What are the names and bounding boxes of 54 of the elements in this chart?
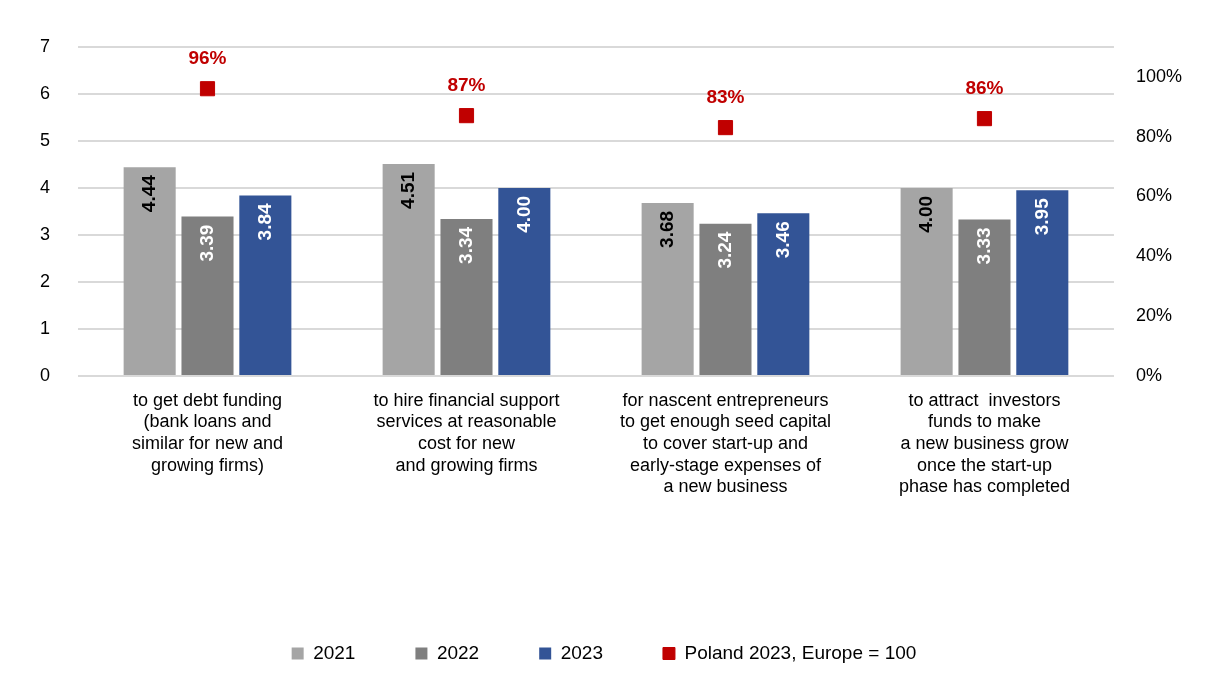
- bar: [498, 187, 551, 375]
- data-label: 4.00: [914, 195, 936, 233]
- y2-tick-label: 60%: [1135, 185, 1172, 206]
- bar: [123, 167, 176, 375]
- bar: [958, 219, 1011, 375]
- y2-tick-label: 40%: [1135, 245, 1172, 266]
- data-label: 96%: [188, 47, 227, 69]
- data-label: 3.68: [655, 210, 677, 248]
- bar: [641, 202, 694, 375]
- y-tick-label: 4: [40, 176, 51, 197]
- data-label: 83%: [706, 86, 745, 108]
- y-tick-label: 3: [40, 223, 51, 244]
- x-tick-label: to attract investors funds to make a new business grow once the start-up phase has completed: [898, 389, 1071, 497]
- y-tick-label: 5: [40, 129, 51, 150]
- data-label: 3.84: [253, 202, 275, 241]
- data-label: 3.95: [1030, 197, 1052, 236]
- data-label: 3.33: [972, 227, 994, 265]
- y2-tick-label: 0%: [1135, 364, 1162, 385]
- x-tick-label: for nascent entrepreneurs to get enough seed capital to cover start-up and early-stage expenses of a new business: [619, 389, 832, 497]
- y2-tick-label: 80%: [1135, 125, 1172, 146]
- point: [717, 120, 734, 136]
- bar: [382, 163, 435, 375]
- data-label: 3.24: [713, 231, 735, 269]
- y-tick-label: 7: [40, 35, 51, 56]
- legend-label: 2021: [313, 641, 356, 663]
- x-tick-label: to hire financial support services at reasonable cost for new and growing firms: [373, 389, 560, 475]
- y2-tick-label: 100%: [1135, 65, 1183, 86]
- point: [976, 111, 993, 127]
- bar: [699, 223, 752, 375]
- y-tick-label: 2: [40, 270, 51, 291]
- data-label: 4.00: [512, 195, 534, 233]
- bar: [900, 187, 953, 375]
- legend-label: 2023: [560, 641, 603, 663]
- data-label: 4.51: [396, 171, 418, 209]
- bar: [440, 218, 493, 375]
- data-label: 87%: [447, 74, 486, 96]
- bar: [239, 195, 292, 375]
- x-tick-label: to get debt funding (bank loans and similar for new and growing firms): [131, 389, 284, 475]
- point: [199, 81, 216, 97]
- data-label: 3.39: [195, 224, 217, 262]
- point: [458, 108, 475, 124]
- data-label: 86%: [965, 77, 1004, 99]
- y-tick-label: 0: [40, 364, 51, 385]
- data-label: 3.46: [771, 221, 793, 259]
- y2-tick-label: 20%: [1135, 305, 1172, 326]
- legend-label: Poland 2023, Europe = 100: [684, 641, 917, 663]
- bar: [757, 213, 810, 375]
- bar: [181, 216, 234, 375]
- y-tick-label: 1: [40, 317, 51, 338]
- data-label: 3.34: [454, 226, 476, 264]
- bar: [1016, 190, 1069, 375]
- data-label: 4.44: [137, 174, 159, 213]
- legend-label: 2022: [436, 641, 480, 663]
- y-tick-label: 6: [40, 82, 51, 103]
